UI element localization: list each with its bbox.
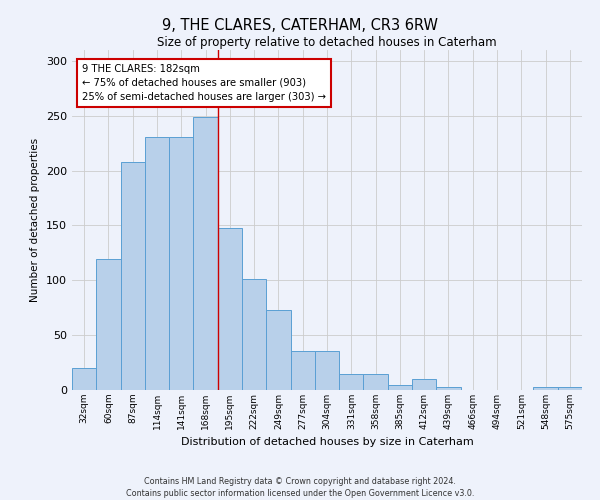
Bar — [218, 228, 242, 390]
Bar — [145, 136, 169, 390]
Bar — [72, 368, 96, 390]
Bar — [193, 117, 218, 390]
Bar — [266, 310, 290, 390]
X-axis label: Distribution of detached houses by size in Caterham: Distribution of detached houses by size … — [181, 438, 473, 448]
Bar — [315, 350, 339, 390]
Bar — [436, 386, 461, 390]
Bar — [558, 386, 582, 390]
Bar — [388, 384, 412, 390]
Bar — [290, 350, 315, 390]
Bar — [169, 136, 193, 390]
Text: Contains HM Land Registry data © Crown copyright and database right 2024.
Contai: Contains HM Land Registry data © Crown c… — [126, 476, 474, 498]
Bar — [339, 374, 364, 390]
Bar — [364, 374, 388, 390]
Y-axis label: Number of detached properties: Number of detached properties — [31, 138, 40, 302]
Text: 9, THE CLARES, CATERHAM, CR3 6RW: 9, THE CLARES, CATERHAM, CR3 6RW — [162, 18, 438, 32]
Text: 9 THE CLARES: 182sqm
← 75% of detached houses are smaller (903)
25% of semi-deta: 9 THE CLARES: 182sqm ← 75% of detached h… — [82, 64, 326, 102]
Bar — [533, 386, 558, 390]
Bar — [242, 279, 266, 390]
Bar — [96, 260, 121, 390]
Bar — [121, 162, 145, 390]
Title: Size of property relative to detached houses in Caterham: Size of property relative to detached ho… — [157, 36, 497, 49]
Bar — [412, 379, 436, 390]
